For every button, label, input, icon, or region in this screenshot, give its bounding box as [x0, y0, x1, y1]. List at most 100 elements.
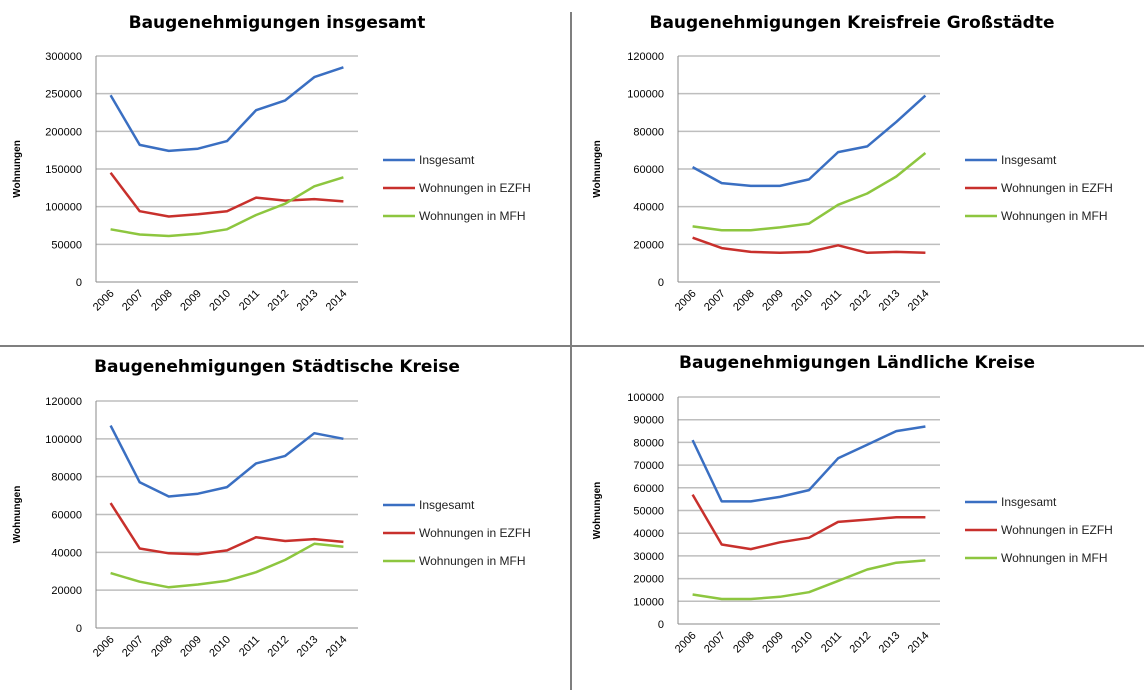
chart-title: Baugenehmigungen Städtische Kreise	[94, 357, 460, 377]
x-tick-label: 2007	[702, 630, 728, 656]
y-axis-label: Wohnungen	[592, 482, 603, 540]
x-tick-label: 2011	[819, 630, 844, 655]
x-tick-label: 2007	[120, 288, 146, 314]
y-tick-label: 300000	[45, 51, 82, 63]
x-tick-label: 2013	[877, 630, 903, 656]
y-tick-label: 100000	[627, 89, 664, 101]
legend-label: Insgesamt	[419, 153, 475, 167]
y-tick-label: 20000	[633, 239, 664, 251]
x-tick-label: 2010	[789, 288, 815, 314]
series-line	[692, 152, 927, 232]
x-tick-label: 2013	[295, 288, 321, 314]
series-line	[691, 94, 927, 188]
y-tick-label: 40000	[633, 202, 664, 214]
y-tick-label: 60000	[633, 483, 664, 495]
x-tick-label: 2006	[91, 288, 117, 314]
y-tick-label: 50000	[51, 239, 82, 251]
y-tick-label: 70000	[633, 460, 664, 472]
y-tick-label: 200000	[45, 126, 82, 138]
series-line	[109, 425, 344, 498]
y-tick-label: 80000	[633, 126, 664, 138]
y-tick-label: 60000	[633, 164, 664, 176]
x-tick-label: 2013	[877, 288, 903, 314]
chart-panel-3: Baugenehmigungen Städtische Kreise 0 20000…	[12, 357, 531, 659]
chart-panel-4: Baugenehmigungen Ländliche Kreise 0 10000 2…	[592, 353, 1113, 655]
y-tick-label: 80000	[633, 437, 664, 449]
x-tick-label: 2012	[848, 288, 874, 314]
series-line	[692, 559, 926, 601]
series-line	[691, 493, 926, 551]
y-tick-label: 40000	[51, 547, 82, 559]
y-tick-label: 150000	[45, 164, 82, 176]
legend-label: Wohnungen in MFH	[419, 209, 526, 223]
series-line	[692, 236, 926, 255]
y-tick-label: 100000	[45, 434, 82, 446]
legend-label: Wohnungen in MFH	[1001, 209, 1108, 223]
legend: Insgesamt Wohnungen in EZFH Wohnungen in M…	[383, 498, 531, 568]
series-line	[110, 176, 344, 238]
x-tick-label: 2008	[149, 288, 175, 314]
y-tick-label: 60000	[51, 510, 82, 522]
series-line	[109, 172, 344, 218]
y-tick-label: 120000	[627, 51, 664, 63]
x-tick-label: 2012	[266, 288, 292, 314]
chart-panel-2: Baugenehmigungen Kreisfreie Großstädte02…	[592, 13, 1113, 313]
y-tick-label: 0	[76, 623, 82, 635]
x-tick-label: 2009	[178, 288, 204, 314]
legend-label: Wohnungen in MFH	[419, 554, 526, 568]
y-tick-label: 30000	[633, 551, 664, 563]
y-tick-label: 0	[76, 277, 82, 289]
y-tick-label: 0	[658, 619, 664, 631]
y-tick-label: 90000	[633, 415, 664, 427]
x-tick-label: 2006	[673, 288, 699, 314]
series-line	[110, 542, 344, 589]
legend-label: Wohnungen in EZFH	[419, 526, 531, 540]
y-tick-label: 0	[658, 277, 664, 289]
x-tick-label: 2008	[731, 630, 757, 656]
legend-label: Wohnungen in EZFH	[419, 181, 531, 195]
y-tick-label: 250000	[45, 89, 82, 101]
x-tick-label: 2012	[266, 634, 292, 660]
x-tick-label: 2007	[120, 634, 146, 660]
x-tick-label: 2011	[237, 634, 262, 659]
y-tick-label: 80000	[51, 472, 82, 484]
x-tick-label: 2006	[91, 634, 117, 660]
x-tick-label: 2014	[324, 634, 350, 660]
chart-title: Baugenehmigungen Ländliche Kreise	[679, 353, 1035, 373]
x-tick-label: 2009	[760, 288, 786, 314]
x-tick-label: 2007	[702, 288, 728, 314]
legend: Insgesamt Wohnungen in EZFH Wohnungen in M…	[965, 153, 1113, 223]
x-tick-label: 2008	[149, 634, 175, 660]
x-tick-label: 2009	[178, 634, 204, 660]
x-tick-label: 2013	[295, 634, 321, 660]
x-tick-label: 2010	[207, 634, 233, 660]
x-tick-label: 2006	[673, 630, 699, 656]
series-line	[109, 502, 344, 556]
y-tick-label: 120000	[45, 396, 82, 408]
legend-label: Wohnungen in EZFH	[1001, 181, 1113, 195]
x-tick-label: 2010	[207, 288, 233, 314]
x-tick-label: 2012	[848, 630, 874, 656]
legend-label: Insgesamt	[1001, 495, 1057, 509]
y-tick-label: 100000	[45, 202, 82, 214]
x-tick-label: 2014	[906, 288, 932, 314]
y-tick-label: 40000	[633, 528, 664, 540]
y-axis-label: Wohnungen	[12, 486, 23, 544]
x-tick-label: 2011	[237, 288, 262, 313]
legend-label: Insgesamt	[419, 498, 475, 512]
x-tick-label: 2011	[819, 288, 844, 313]
series-line	[691, 425, 926, 503]
x-tick-label: 2014	[324, 288, 350, 314]
legend: Insgesamt Wohnungen in EZFH Wohnungen in M…	[383, 153, 531, 223]
y-tick-label: 20000	[51, 585, 82, 597]
legend: Insgesamt Wohnungen in EZFH Wohnungen in M…	[965, 495, 1113, 565]
chart-panel-1: Baugenehmigungen insgesamt 0 50000 100000 15…	[12, 13, 531, 313]
y-tick-label: 10000	[633, 596, 664, 608]
y-tick-label: 100000	[627, 392, 664, 404]
legend-label: Wohnungen in EZFH	[1001, 523, 1113, 537]
legend-label: Insgesamt	[1001, 153, 1057, 167]
y-tick-label: 20000	[633, 574, 664, 586]
chart-title: Baugenehmigungen Kreisfreie Großstädte	[649, 13, 1054, 33]
y-tick-label: 50000	[633, 506, 664, 518]
